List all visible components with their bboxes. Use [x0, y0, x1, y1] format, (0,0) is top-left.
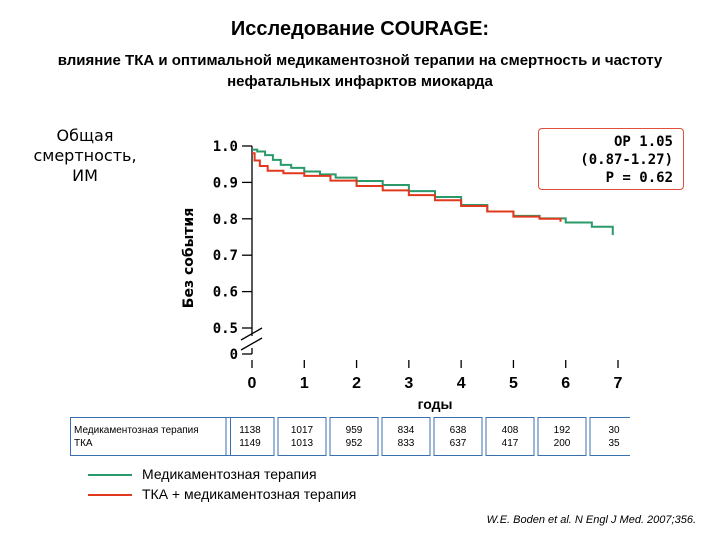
risk-value-2-0: 959 — [346, 425, 363, 436]
hazard-ratio-box: ОР 1.05 (0.87-1.27) P = 0.62 — [538, 128, 684, 190]
confidence-interval: (0.87-1.27) — [580, 152, 673, 168]
survival-chart: 1.0 0.9 0.8 0.7 0.6 0.5 00 1 2 3 4 5 6 7 годы Без событ… — [181, 139, 623, 412]
risk-row-label-0: Медикаментозная терапия — [74, 425, 199, 436]
risk-col-cell-1 — [277, 417, 327, 456]
risk-value-3-1: 833 — [398, 438, 415, 449]
page-subtitle: влияние ТКА и оптимальной медикаментозно… — [57, 52, 663, 90]
legend-swatch-pci — [88, 494, 132, 496]
risk-value-1-0: 1017 — [291, 425, 314, 436]
risk-row-label-1: ТКА — [74, 438, 93, 449]
risk-value-4-0: 638 — [450, 425, 467, 436]
risk-value-2-1: 952 — [346, 438, 363, 449]
risk-col-cell-4 — [433, 417, 483, 456]
risk-value-3-0: 834 — [398, 425, 415, 436]
risk-value-0-0: 1138 — [239, 425, 261, 436]
x-tick-label-7: 7 — [614, 375, 623, 392]
risk-value-6-1: 200 — [554, 438, 571, 449]
y-tick-label-0.5: 0.5 — [213, 321, 238, 337]
risk-col-cell-2 — [329, 417, 379, 456]
x-tick-label-5: 5 — [509, 375, 518, 392]
legend-label-pci: ТКА + медикаментозная терапия — [142, 486, 357, 502]
y-tick-label-0.6: 0.6 — [213, 285, 238, 301]
risk-table-label-cell — [70, 417, 231, 456]
legend-swatch-med — [88, 474, 132, 476]
risk-value-7-1: 35 — [608, 438, 620, 449]
x-tick-label-4: 4 — [457, 375, 466, 392]
x-axis-label: годы — [418, 396, 453, 412]
axis-break-mark-1 — [240, 327, 263, 341]
hazard-ratio-value: ОР 1.05 — [613, 134, 673, 150]
y-tick-label-0.8: 0.8 — [213, 212, 238, 228]
risk-value-4-1: 637 — [450, 438, 467, 449]
citation: W.E. Boden et al. N Engl J Med. 2007;356… — [486, 514, 696, 526]
y-tick-label-1.0: 1.0 — [213, 139, 238, 155]
risk-col-cell-0 — [225, 417, 275, 456]
risk-value-1-1: 1013 — [291, 438, 314, 449]
series-line-pci — [252, 152, 562, 222]
page-title: Исследование COURAGE: — [230, 18, 490, 40]
y-tick-label-0: 0 — [230, 347, 238, 363]
endpoint-label: Общая смертность, ИМ — [33, 126, 137, 185]
risk-value-0-1: 1149 — [239, 438, 261, 449]
y-axis-label: Без события — [181, 208, 197, 308]
x-tick-label-3: 3 — [404, 375, 413, 392]
risk-col-cell-7 — [589, 417, 630, 456]
x-tick-label-2: 2 — [352, 375, 361, 392]
risk-value-7-0: 30 — [608, 425, 620, 436]
risk-value-6-0: 192 — [554, 425, 571, 436]
p-value: P = 0.62 — [605, 170, 673, 186]
legend-label-med: Медикаментозная терапия — [142, 466, 317, 482]
risk-col-cell-5 — [485, 417, 535, 456]
y-tick-label-0.7: 0.7 — [213, 248, 238, 264]
risk-value-5-1: 417 — [502, 438, 519, 449]
axis-break-mark-2 — [240, 337, 263, 351]
numbers-at-risk-table: Медикаментозная терапия ТКА 1138 1149 1017 10… — [70, 417, 630, 456]
risk-col-cell-6 — [537, 417, 587, 456]
x-tick-label-0: 0 — [248, 375, 257, 392]
risk-value-5-0: 408 — [502, 425, 519, 436]
x-tick-label-1: 1 — [300, 375, 309, 392]
y-tick-label-0.9: 0.9 — [213, 175, 238, 191]
x-tick-label-6: 6 — [561, 375, 570, 392]
risk-col-cell-3 — [381, 417, 431, 456]
